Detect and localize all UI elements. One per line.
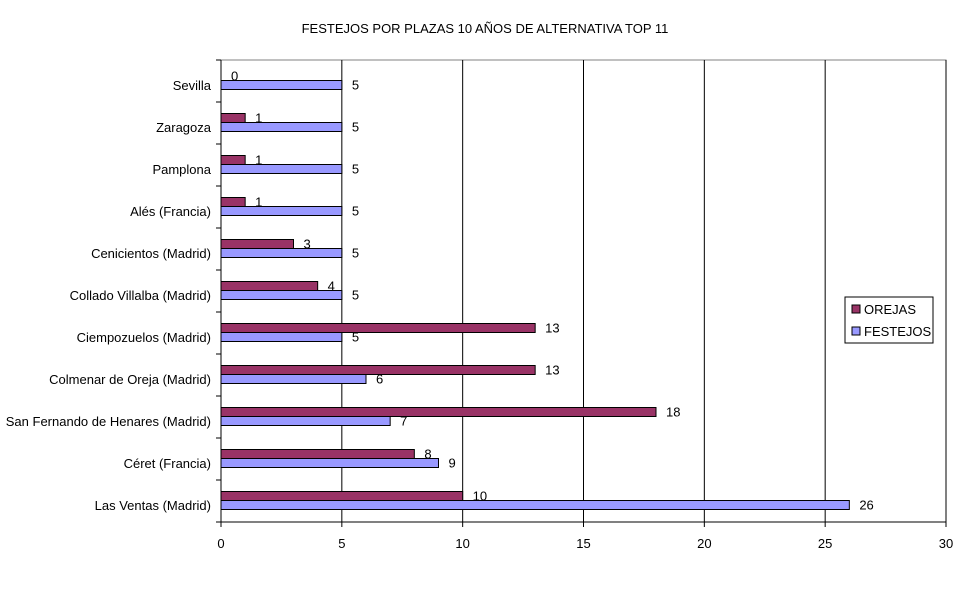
bar-orejas xyxy=(220,113,246,123)
category-labels: Sevilla Zaragoza Pamplona Alés (Francia) Cen… xyxy=(6,78,212,513)
value-labels: 0 5 1 5 1 5 1 5 3 5 4 5 13 5 13 6 18 7 8 9 10 26 xyxy=(231,69,874,513)
value-label-orejas: 1 xyxy=(255,195,262,210)
value-label-orejas: 4 xyxy=(328,279,335,294)
x-tick-label: 15 xyxy=(576,536,590,551)
category-label: Collado Villalba (Madrid) xyxy=(70,288,211,303)
bars xyxy=(220,80,850,510)
bar-orejas xyxy=(220,239,294,249)
chart-title: FESTEJOS POR PLAZAS 10 AÑOS DE ALTERNATI… xyxy=(302,21,669,36)
bar-festejos xyxy=(220,122,343,132)
bar-festejos xyxy=(220,500,850,510)
x-tick-labels: 0 5 10 15 20 25 30 xyxy=(217,536,953,551)
value-label-orejas: 13 xyxy=(545,363,559,378)
legend-swatch-festejos xyxy=(851,326,861,336)
bar-festejos xyxy=(220,290,343,300)
category-label: Pamplona xyxy=(152,162,211,177)
bar-orejas xyxy=(220,197,246,207)
value-label-orejas: 8 xyxy=(424,447,431,462)
legend: OREJAS FESTEJOS xyxy=(844,296,934,344)
x-tick-label: 5 xyxy=(338,536,345,551)
x-tick-label: 25 xyxy=(818,536,832,551)
legend-label-orejas: OREJAS xyxy=(864,302,916,317)
gridlines xyxy=(341,60,947,522)
category-label: Zaragoza xyxy=(156,120,212,135)
bar-orejas xyxy=(220,449,415,459)
value-label-festejos: 9 xyxy=(449,456,456,471)
x-tick-label: 30 xyxy=(939,536,953,551)
value-label-orejas: 10 xyxy=(473,489,487,504)
category-label: Las Ventas (Madrid) xyxy=(95,498,211,513)
value-label-festejos: 7 xyxy=(400,414,407,429)
bar-orejas xyxy=(220,281,319,291)
category-label: Ciempozuelos (Madrid) xyxy=(77,330,211,345)
value-label-festejos: 5 xyxy=(352,246,359,261)
x-tick-label: 10 xyxy=(455,536,469,551)
bar-orejas xyxy=(220,323,536,333)
value-label-orejas: 1 xyxy=(255,111,262,126)
bar-festejos xyxy=(220,416,391,426)
bar-festejos xyxy=(220,458,439,468)
category-label: Céret (Francia) xyxy=(124,456,211,471)
category-label: Sevilla xyxy=(173,78,212,93)
value-label-festejos: 5 xyxy=(352,288,359,303)
category-label: Alés (Francia) xyxy=(130,204,211,219)
x-tick-label: 0 xyxy=(217,536,224,551)
category-label: Cenicientos (Madrid) xyxy=(91,246,211,261)
bar-festejos xyxy=(220,164,343,174)
value-label-festejos: 5 xyxy=(352,330,359,345)
value-label-festejos: 5 xyxy=(352,120,359,135)
legend-swatch-orejas xyxy=(851,304,861,314)
value-label-orejas: 0 xyxy=(231,69,238,84)
bar-festejos xyxy=(220,374,367,384)
bar-festejos xyxy=(220,332,343,342)
bar-orejas xyxy=(220,491,464,501)
value-label-orejas: 1 xyxy=(255,153,262,168)
category-label: San Fernando de Henares (Madrid) xyxy=(6,414,211,429)
bar-orejas xyxy=(220,407,657,417)
bar-festejos xyxy=(220,206,343,216)
x-tick-label: 20 xyxy=(697,536,711,551)
value-label-orejas: 3 xyxy=(304,237,311,252)
value-label-orejas: 18 xyxy=(666,405,680,420)
legend-label-festejos: FESTEJOS xyxy=(864,324,932,339)
bar-festejos xyxy=(220,80,343,90)
value-label-festejos: 6 xyxy=(376,372,383,387)
axes xyxy=(216,59,947,527)
category-label: Colmenar de Oreja (Madrid) xyxy=(49,372,211,387)
value-label-orejas: 13 xyxy=(545,321,559,336)
value-label-festejos: 5 xyxy=(352,204,359,219)
bar-orejas xyxy=(220,155,246,165)
bar-festejos xyxy=(220,248,343,258)
value-label-festejos: 26 xyxy=(859,498,873,513)
value-label-festejos: 5 xyxy=(352,162,359,177)
value-label-festejos: 5 xyxy=(352,78,359,93)
